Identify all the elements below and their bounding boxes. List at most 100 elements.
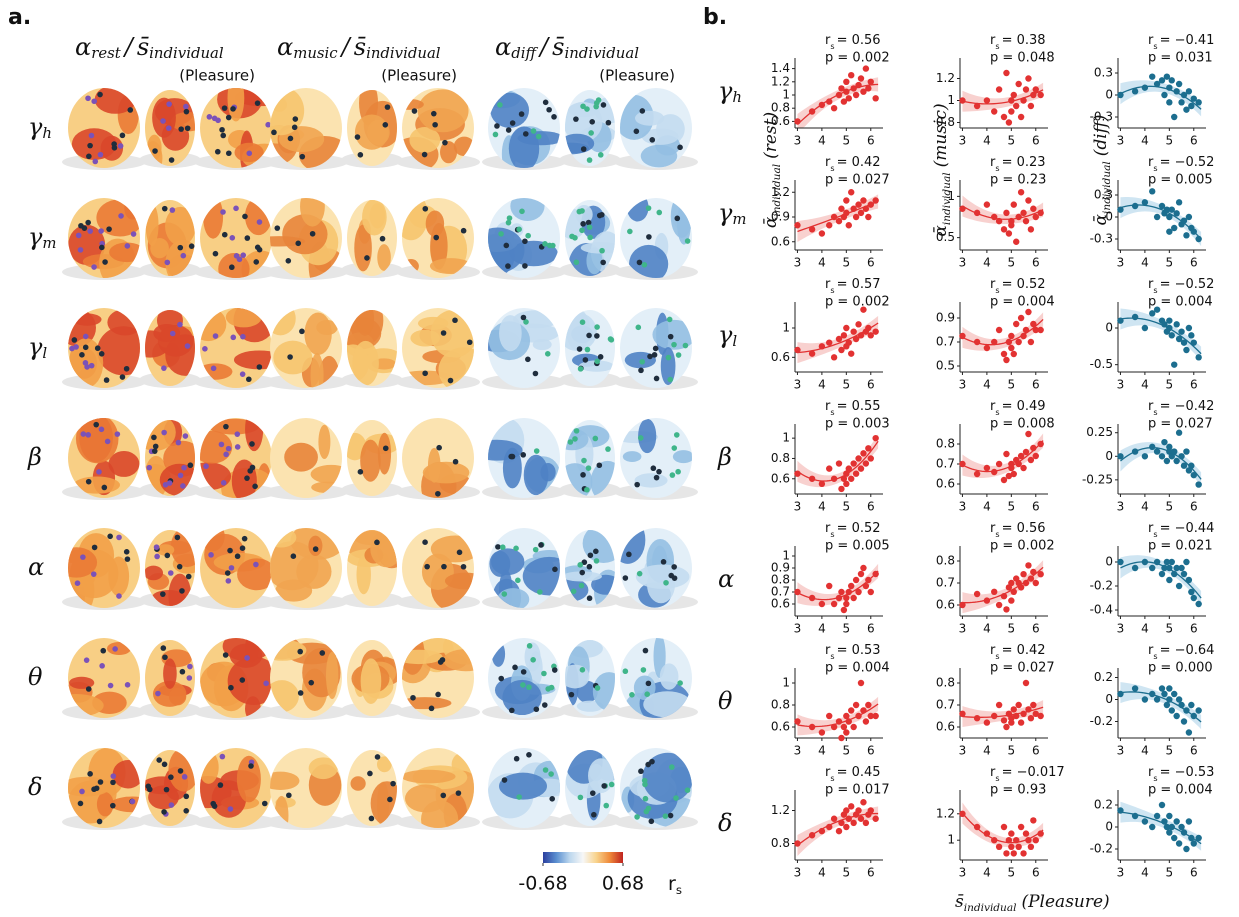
- electrode: [596, 462, 603, 469]
- row-label: β: [717, 443, 732, 471]
- data-point: [860, 707, 867, 714]
- y-tick-label: 1: [947, 189, 955, 203]
- brain-map: [139, 90, 201, 168]
- data-point: [1117, 807, 1124, 814]
- electrode: [545, 686, 552, 692]
- electrode: [669, 472, 676, 478]
- y-tick-label: 0: [1105, 820, 1113, 834]
- brain-map: [264, 88, 348, 170]
- y-tick-label: 0.6: [771, 720, 790, 734]
- data-point: [1175, 335, 1183, 343]
- x-tick-label: 3: [1117, 378, 1125, 392]
- y-tick-label: 1.2: [936, 806, 955, 820]
- electrode: [82, 344, 89, 351]
- y-axis-label-part: (music): [931, 103, 951, 167]
- x-tick-label: 5: [843, 134, 851, 148]
- electrode: [119, 132, 126, 139]
- data-point: [855, 321, 862, 328]
- electrode: [541, 670, 547, 677]
- stat-r-part: = −0.42: [1160, 399, 1215, 414]
- row-label-part: θ: [28, 663, 43, 691]
- electrode: [636, 259, 643, 266]
- electrode: [161, 365, 167, 371]
- x-tick-label: 3: [794, 500, 802, 514]
- x-tick-label: 3: [959, 378, 967, 392]
- stat-r-part: r: [1148, 643, 1154, 658]
- electrode: [673, 432, 680, 438]
- electrode: [160, 645, 167, 651]
- data-point: [1158, 77, 1166, 84]
- electrode: [593, 548, 599, 555]
- data-point: [1032, 86, 1039, 93]
- stat-r-part: s: [830, 774, 834, 783]
- electrode: [662, 813, 669, 819]
- electrode: [234, 553, 241, 560]
- electrode: [649, 137, 656, 143]
- data-point: [1188, 462, 1195, 469]
- electrode: [177, 321, 183, 328]
- electrode: [185, 573, 192, 580]
- electrode: [212, 333, 219, 339]
- stat-r: rs = −0.44: [1148, 521, 1214, 539]
- row-label: γh: [718, 77, 742, 107]
- stat-r-part: = 0.55: [837, 399, 881, 414]
- electrode: [93, 421, 100, 428]
- stat-r-part: = 0.49: [1002, 399, 1046, 414]
- electrode: [98, 350, 105, 357]
- data-point: [840, 98, 848, 105]
- stat-r-part: r: [825, 277, 831, 292]
- y-tick-label: 1.2: [771, 803, 790, 817]
- data-point: [855, 807, 862, 814]
- brain-patch: [362, 200, 387, 236]
- electrode: [667, 333, 674, 340]
- data-point: [1161, 690, 1168, 698]
- brain-patch: [200, 462, 232, 491]
- electrode: [252, 483, 258, 490]
- y-tick-label: 0.5: [936, 359, 955, 373]
- data-point: [852, 701, 860, 709]
- electrode: [594, 333, 600, 339]
- colorbar-label: rs: [668, 873, 682, 897]
- y-tick-label: 1: [947, 833, 955, 847]
- electrode: [509, 120, 516, 126]
- brain-map: [396, 528, 480, 610]
- electrode: [579, 319, 586, 326]
- electrode: [597, 152, 604, 158]
- brain-map: [341, 200, 403, 278]
- electrode: [638, 768, 644, 775]
- electrode: [174, 534, 181, 541]
- electrode: [71, 337, 78, 343]
- brain-patch: [354, 114, 389, 150]
- data-point: [1166, 324, 1173, 332]
- data-point: [1173, 88, 1180, 95]
- electrode: [367, 770, 373, 777]
- stat-r-part: s: [830, 408, 834, 417]
- electrode: [96, 469, 102, 475]
- data-point: [857, 815, 865, 822]
- x-tick-label: 4: [983, 622, 991, 636]
- y-tick-label: 0.8: [771, 698, 790, 712]
- electrode: [77, 800, 84, 807]
- electrode: [184, 343, 191, 349]
- data-point: [1161, 564, 1168, 572]
- brain-map: [396, 748, 480, 830]
- brain-map: [62, 418, 146, 500]
- electrode: [183, 807, 190, 814]
- electrode: [287, 135, 294, 142]
- electrode: [117, 143, 124, 149]
- brain-patch: [376, 756, 392, 773]
- electrode: [119, 374, 126, 380]
- electrode: [99, 244, 105, 251]
- fit-line: [962, 440, 1044, 473]
- electrode: [384, 104, 391, 110]
- electrode: [520, 314, 527, 321]
- x-tick-label: 4: [1141, 622, 1149, 636]
- y-tick-label: 0.7: [936, 457, 955, 471]
- brain-patch: [653, 638, 666, 678]
- data-point: [850, 460, 857, 467]
- data-point: [808, 832, 816, 839]
- data-point: [1180, 462, 1188, 469]
- data-point: [1149, 690, 1156, 698]
- electrode: [497, 102, 503, 108]
